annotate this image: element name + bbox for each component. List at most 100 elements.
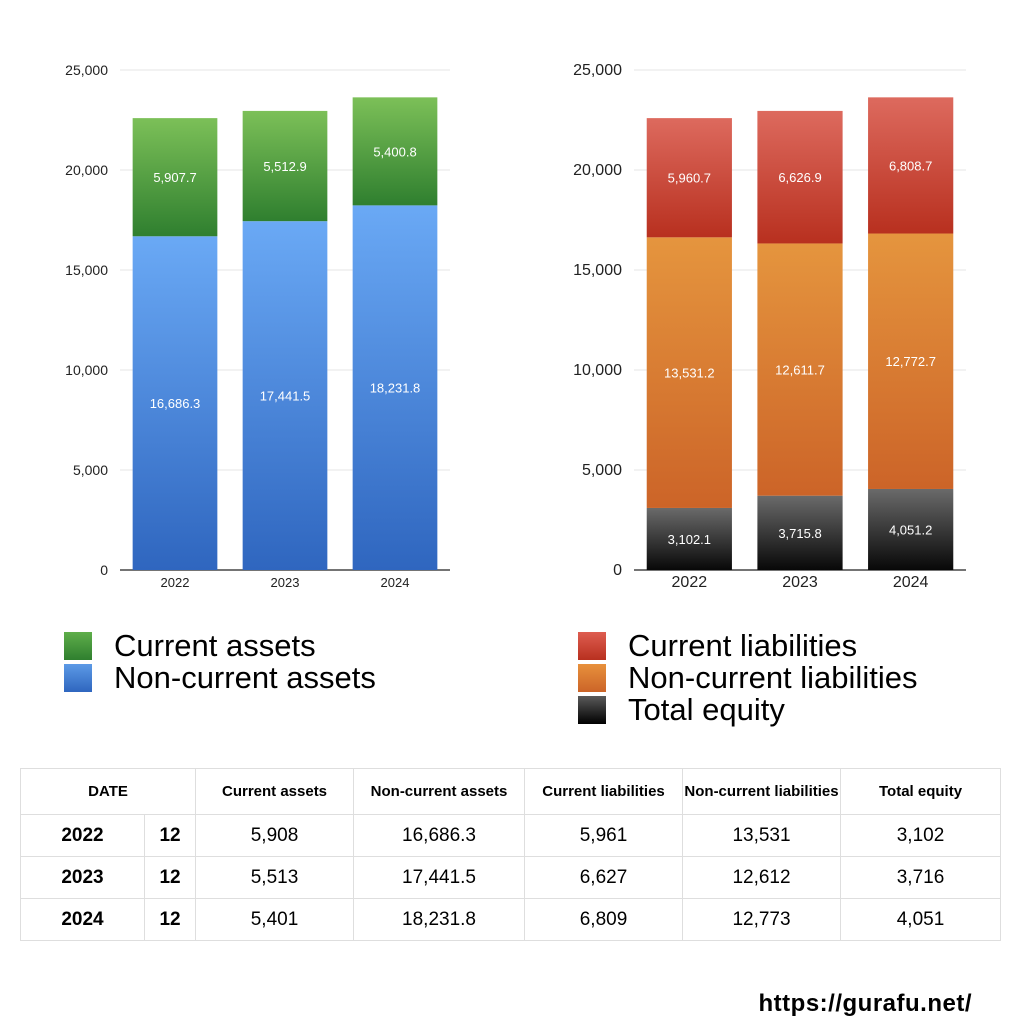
legend-swatch-current-liabilities — [578, 632, 606, 660]
legend-swatch-non-current-assets — [64, 664, 92, 692]
bar-current-liabilities-2023 — [757, 110, 843, 244]
bar-total-equity-2024 — [868, 488, 954, 570]
y-tick-label: 0 — [100, 562, 108, 578]
table-row: 2022 12 5,908 16,686.3 5,961 13,531 3,10… — [20, 814, 1002, 857]
y-tick-label: 0 — [613, 562, 622, 579]
bar-non-current-assets-2022 — [132, 236, 218, 571]
bar-current-liabilities-2022 — [646, 118, 732, 238]
data-label: 5,512.9 — [263, 159, 306, 174]
bar-non-current-liabilities-2024 — [868, 233, 954, 489]
y-tick-label: 25,000 — [573, 62, 622, 79]
legend-swatch-non-current-liabilities — [578, 664, 606, 692]
liabilities-legend: Current liabilities Non-current liabilit… — [578, 630, 917, 726]
table-cell: 3,716 — [840, 856, 1002, 899]
data-table: DATE Current assets Non-current assets C… — [19, 768, 1002, 941]
table-cell: 4,051 — [840, 898, 1002, 941]
table-cell: 3,102 — [840, 814, 1002, 857]
y-tick-label: 20,000 — [573, 162, 622, 179]
legend-label-current-liabilities: Current liabilities — [628, 628, 858, 663]
x-tick-label: 2024 — [893, 574, 929, 591]
bar-non-current-liabilities-2023 — [757, 243, 843, 496]
y-tick-label: 15,000 — [65, 262, 108, 278]
x-tick-label: 2024 — [381, 575, 410, 590]
bar-current-liabilities-2024 — [868, 97, 954, 234]
bar-current-assets-2022 — [132, 118, 218, 237]
table-header-non-current-assets: Non-current assets — [353, 768, 526, 815]
data-label: 3,102.1 — [668, 532, 711, 547]
x-tick-label: 2022 — [161, 575, 190, 590]
table-cell-year: 2024 — [20, 898, 145, 941]
y-tick-label: 10,000 — [65, 362, 108, 378]
table-row: 2023 12 5,513 17,441.5 6,627 12,612 3,71… — [20, 856, 1002, 899]
data-label: 6,808.7 — [889, 158, 932, 173]
legend-label-non-current-assets: Non-current assets — [114, 660, 376, 695]
legend-item-non-current-liabilities: Non-current liabilities — [578, 662, 917, 694]
table-header-row: DATE Current assets Non-current assets C… — [19, 768, 1002, 815]
data-label: 12,611.7 — [775, 363, 825, 378]
table-cell: 12,612 — [682, 856, 842, 899]
table-cell-year: 2023 — [20, 856, 145, 899]
liabilities-chart: 0 5,000 10,000 15,000 20,000 25,000 3,102.1 13,… — [573, 62, 966, 591]
legend-item-current-assets: Current assets — [64, 630, 376, 662]
table-cell: 5,401 — [195, 898, 355, 941]
data-label: 17,441.5 — [260, 389, 311, 404]
y-tick-label: 20,000 — [65, 162, 108, 178]
table-cell: 18,231.8 — [353, 898, 526, 941]
y-tick-label: 10,000 — [573, 362, 622, 379]
data-label: 5,400.8 — [373, 144, 416, 159]
table-cell: 6,809 — [524, 898, 684, 941]
footer-url[interactable]: https://gurafu.net/ — [758, 990, 972, 1017]
data-label: 18,231.8 — [370, 381, 421, 396]
table-cell: 5,908 — [195, 814, 355, 857]
bar-current-assets-2024 — [352, 97, 438, 206]
table-cell-month: 12 — [143, 856, 197, 899]
x-tick-label: 2023 — [271, 575, 300, 590]
table-cell: 12,773 — [682, 898, 842, 941]
legend-label-total-equity: Total equity — [628, 692, 785, 727]
assets-chart: 0 5,000 10,000 15,000 20,000 25,000 16,686.3 5,… — [65, 62, 450, 590]
legend-label-non-current-liabilities: Non-current liabilities — [628, 660, 918, 695]
x-tick-label: 2022 — [672, 574, 708, 591]
table-header-total-equity: Total equity — [840, 768, 1002, 815]
data-label: 16,686.3 — [150, 396, 201, 411]
table-cell: 6,627 — [524, 856, 684, 899]
table-cell: 13,531 — [682, 814, 842, 857]
x-tick-label: 2023 — [782, 574, 818, 591]
table-cell-month: 12 — [143, 814, 197, 857]
data-label: 13,531.2 — [664, 366, 715, 381]
table-header-date: DATE — [19, 768, 197, 815]
legend-swatch-total-equity — [578, 696, 606, 724]
legend-label-current-assets: Current assets — [114, 628, 316, 663]
data-label: 5,960.7 — [668, 171, 711, 186]
data-label: 4,051.2 — [889, 522, 932, 537]
bar-non-current-assets-2024 — [352, 205, 438, 570]
table-header-non-current-liabilities: Non-current liabilities — [682, 768, 842, 815]
y-tick-label: 5,000 — [582, 462, 622, 479]
y-tick-label: 5,000 — [73, 462, 108, 478]
table-cell: 17,441.5 — [353, 856, 526, 899]
bar-non-current-assets-2023 — [242, 221, 328, 571]
bar-total-equity-2023 — [757, 495, 843, 570]
table-cell: 16,686.3 — [353, 814, 526, 857]
table-cell-year: 2022 — [20, 814, 145, 857]
data-label: 3,715.8 — [778, 526, 821, 541]
bar-current-assets-2023 — [242, 110, 328, 222]
y-tick-label: 25,000 — [65, 62, 108, 78]
y-tick-label: 15,000 — [573, 262, 622, 279]
table-header-current-assets: Current assets — [195, 768, 355, 815]
table-row: 2024 12 5,401 18,231.8 6,809 12,773 4,05… — [20, 898, 1002, 941]
data-label: 5,907.7 — [153, 170, 196, 185]
data-label: 12,772.7 — [885, 354, 936, 369]
legend-item-non-current-assets: Non-current assets — [64, 662, 376, 694]
table-cell: 5,513 — [195, 856, 355, 899]
legend-swatch-current-assets — [64, 632, 92, 660]
table-cell: 5,961 — [524, 814, 684, 857]
assets-legend: Current assets Non-current assets — [64, 630, 376, 694]
bar-non-current-liabilities-2022 — [646, 237, 732, 508]
table-cell-month: 12 — [143, 898, 197, 941]
data-label: 6,626.9 — [778, 170, 821, 185]
legend-item-total-equity: Total equity — [578, 694, 917, 726]
legend-item-current-liabilities: Current liabilities — [578, 630, 917, 662]
bar-total-equity-2022 — [646, 507, 732, 570]
table-header-current-liabilities: Current liabilities — [524, 768, 684, 815]
